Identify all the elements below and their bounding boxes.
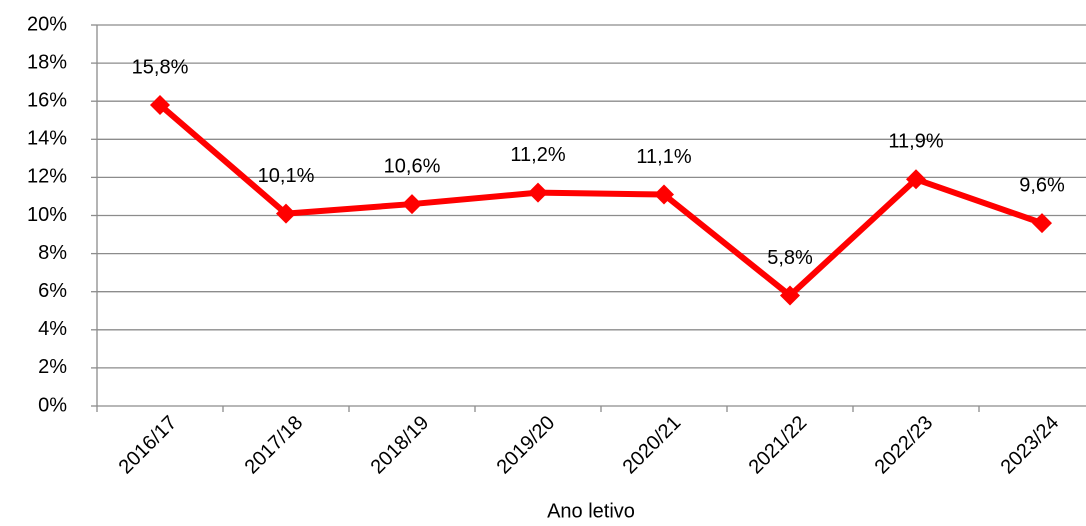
series-line bbox=[158, 102, 1043, 299]
point-marker bbox=[906, 169, 926, 190]
y-tick-label: 10% bbox=[27, 204, 67, 226]
y-tick-label: 20% bbox=[27, 13, 67, 35]
y-tick-label: 18% bbox=[27, 51, 67, 73]
y-tick-label: 12% bbox=[27, 166, 67, 188]
x-tick-label: 2016/17 bbox=[115, 412, 182, 479]
point-marker bbox=[1032, 213, 1052, 234]
data-label: 15,8% bbox=[132, 56, 189, 78]
data-label: 10,6% bbox=[384, 155, 441, 177]
data-label: 9,6% bbox=[1019, 174, 1065, 196]
point-marker bbox=[780, 285, 800, 306]
x-tick-label: 2022/23 bbox=[871, 412, 938, 479]
data-label: 11,1% bbox=[636, 146, 691, 168]
x-tick-label: 2018/19 bbox=[367, 412, 434, 479]
y-tick-label: 6% bbox=[38, 280, 67, 302]
y-tick-label: 8% bbox=[38, 242, 67, 264]
data-label: 11,9% bbox=[888, 131, 943, 153]
point-marker bbox=[654, 184, 674, 205]
point-marker bbox=[150, 95, 170, 116]
data-label: 11,2% bbox=[510, 144, 565, 166]
x-tick-label: 2017/18 bbox=[241, 412, 308, 479]
point-marker bbox=[528, 182, 548, 203]
y-tick-label: 14% bbox=[27, 128, 67, 150]
x-tick-label: 2023/24 bbox=[997, 412, 1064, 479]
y-tick-label: 0% bbox=[38, 394, 67, 416]
y-tick-label: 16% bbox=[27, 89, 67, 111]
data-label: 10,1% bbox=[258, 165, 315, 187]
point-marker bbox=[402, 194, 422, 215]
y-tick-label: 2% bbox=[38, 356, 67, 378]
x-tick-label: 2020/21 bbox=[619, 412, 686, 479]
y-tick-label: 4% bbox=[38, 318, 67, 340]
point-marker bbox=[276, 203, 296, 224]
data-label: 5,8% bbox=[767, 247, 813, 269]
x-tick-label: 2021/22 bbox=[745, 412, 812, 479]
x-tick-label: 2019/20 bbox=[493, 412, 560, 479]
x-axis-label: Ano letivo bbox=[547, 500, 635, 522]
